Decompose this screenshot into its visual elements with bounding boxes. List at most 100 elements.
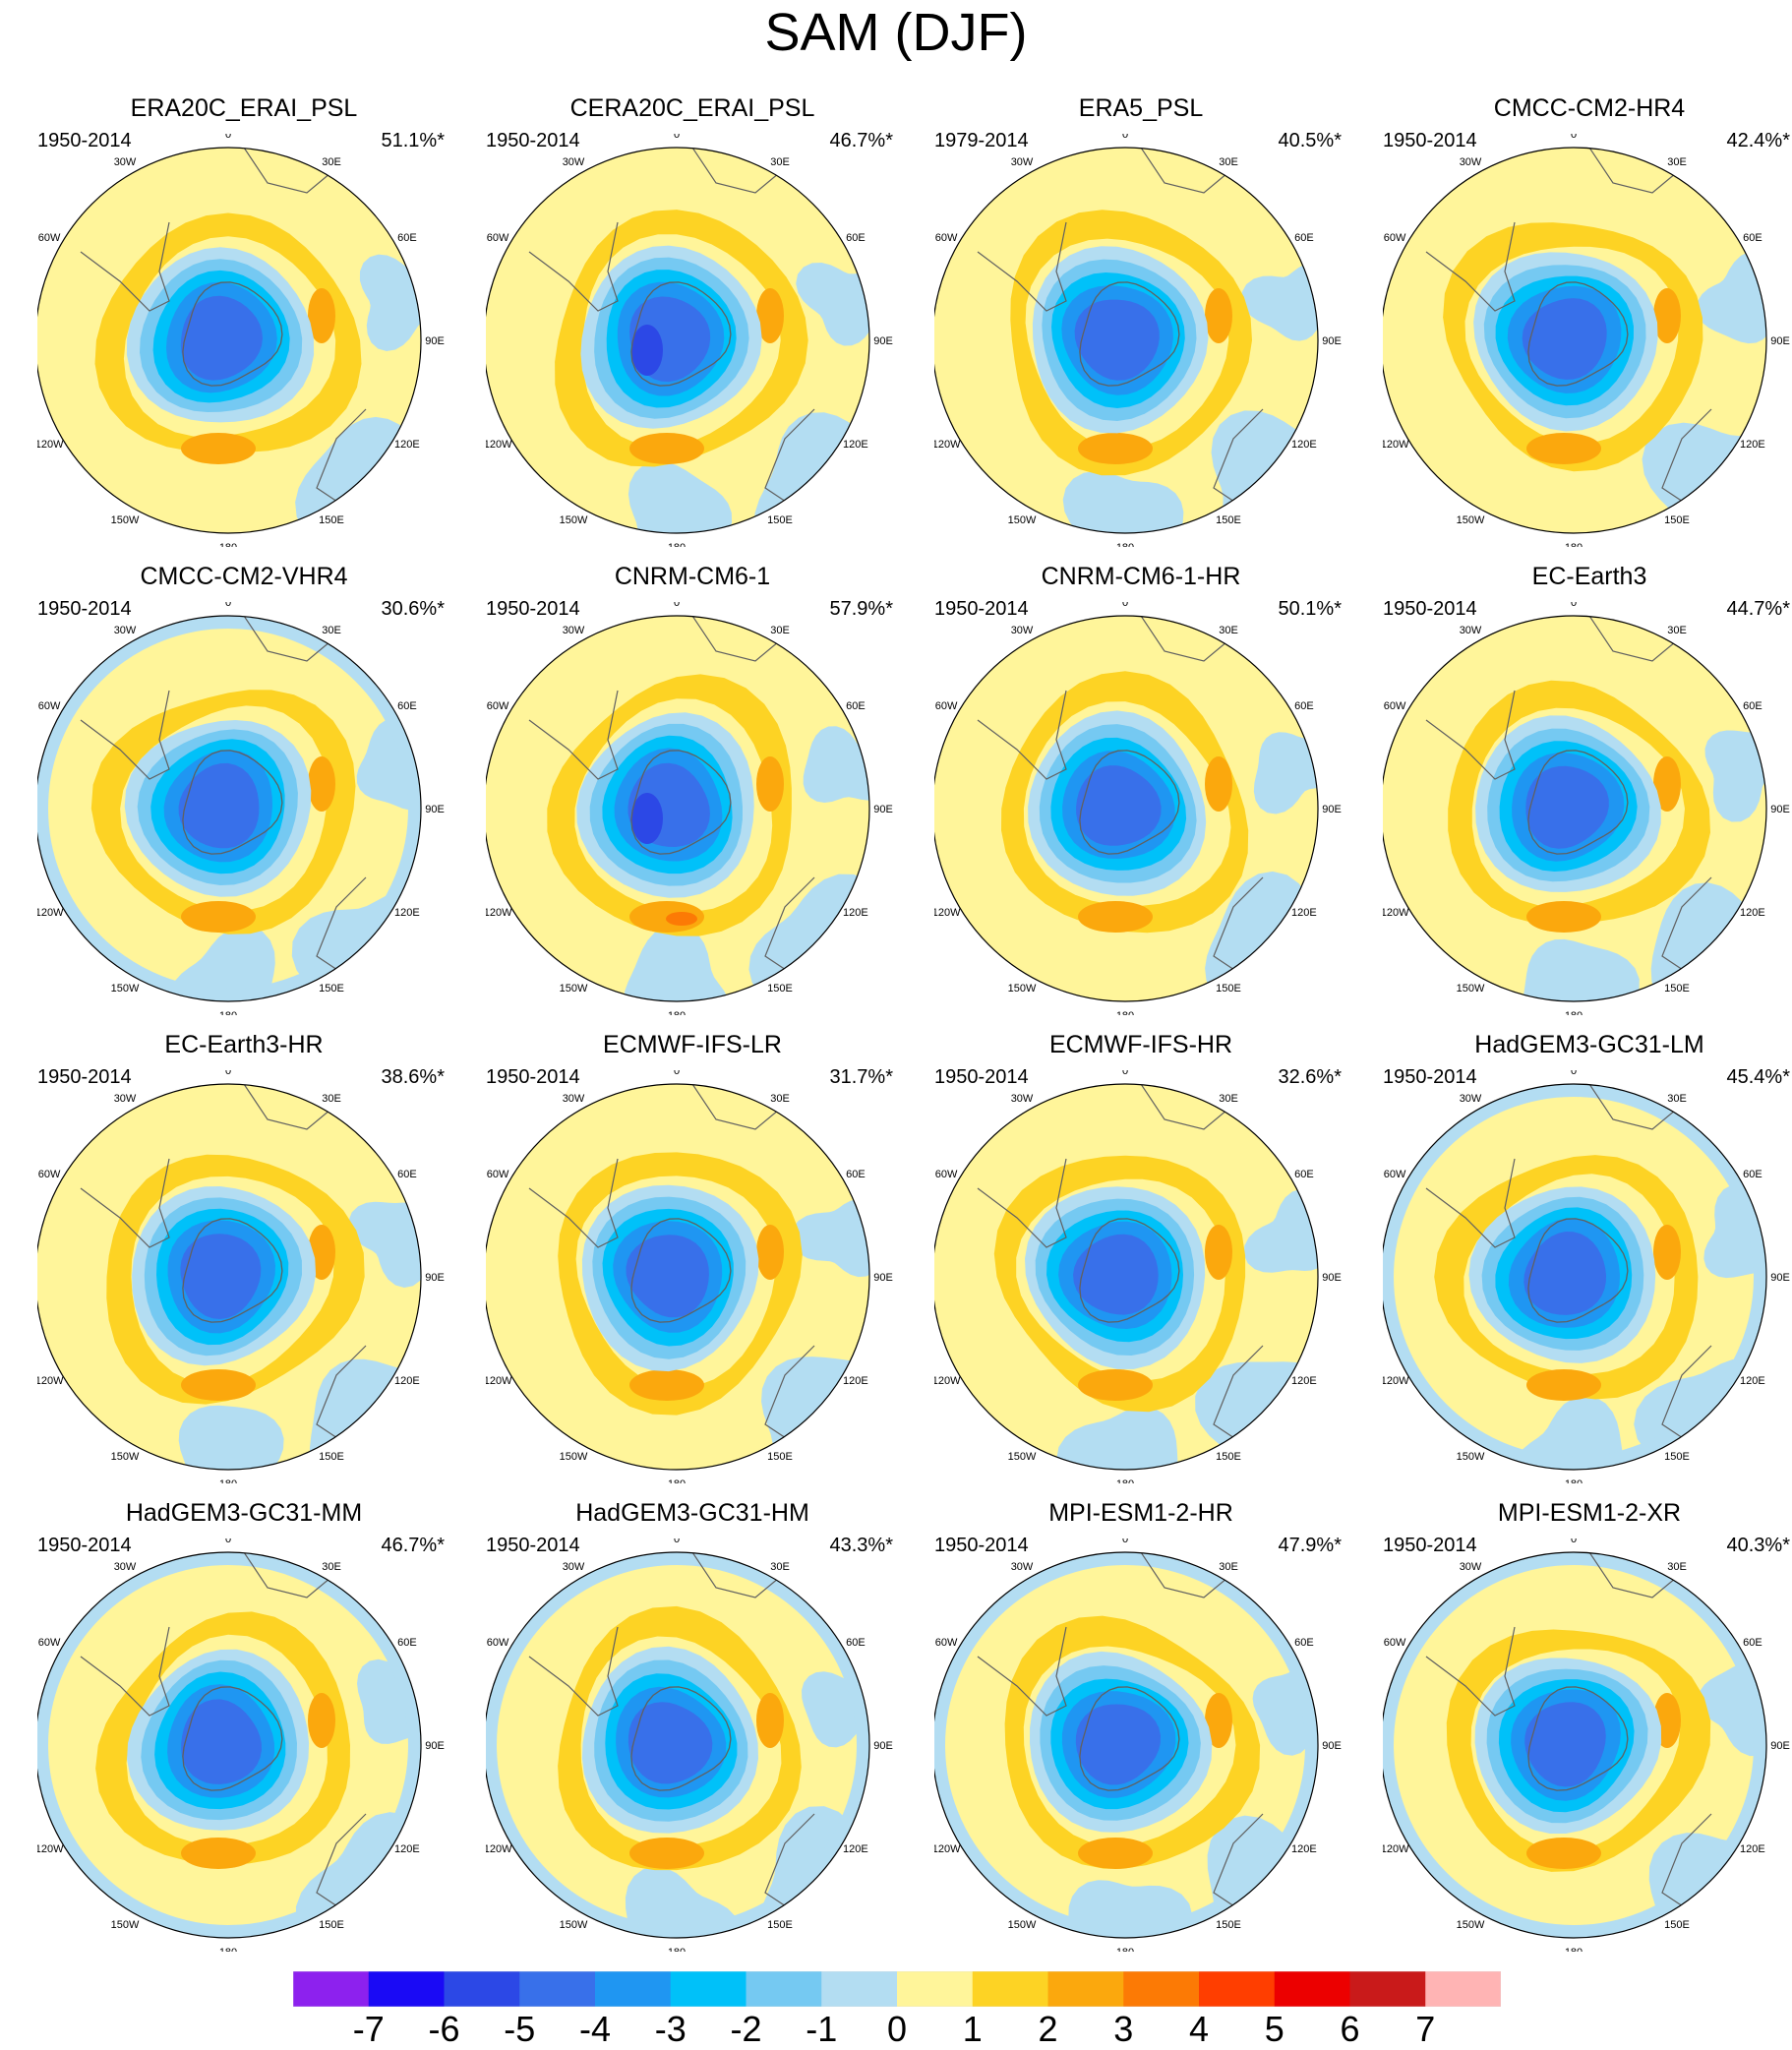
colorbar-tick-label: 3 [1113, 2009, 1133, 2050]
polar-map: 030E60E90E120E150E180150W120W90W60W30W [486, 1070, 899, 1483]
longitude-label: 180 [1116, 1947, 1134, 1952]
negative-patch [1212, 410, 1344, 547]
longitude-label: 120E [1291, 1843, 1317, 1855]
longitude-label: 60E [1743, 232, 1762, 244]
longitude-label: 0 [225, 602, 231, 609]
longitude-label: 150W [560, 514, 588, 526]
longitude-label: 150W [1457, 983, 1485, 995]
longitude-label: 0 [1122, 1538, 1128, 1545]
colorbar-swatch [445, 1971, 520, 2007]
longitude-label: 30W [563, 156, 585, 168]
positive-max [1526, 901, 1601, 933]
longitude-label: 120W [1383, 1843, 1409, 1855]
longitude-label: 30W [1460, 1093, 1482, 1105]
colorbar-swatch [747, 1971, 822, 2007]
positive-max [629, 1838, 704, 1869]
longitude-label: 30E [322, 156, 341, 168]
longitude-label: 30E [322, 1561, 341, 1573]
longitude-label: 120E [1291, 907, 1317, 919]
colorbar-tick-label: 7 [1415, 2009, 1435, 2050]
longitude-label: 120W [934, 1843, 961, 1855]
longitude-label: 60W [1384, 700, 1406, 712]
longitude-label: 120E [843, 907, 868, 919]
longitude-label: 90E [425, 335, 445, 347]
colorbar-tick-label: 0 [887, 2009, 907, 2050]
longitude-label: 150E [767, 1451, 793, 1463]
longitude-label: 0 [225, 134, 231, 141]
longitude-label: 120W [37, 1375, 64, 1387]
longitude-label: 30E [770, 1561, 790, 1573]
longitude-label: 150E [319, 514, 344, 526]
positive-max [756, 756, 784, 812]
positive-max [1078, 1369, 1153, 1401]
positive-max [629, 433, 704, 464]
colorbar-swatch [1350, 1971, 1426, 2007]
longitude-label: 30E [1667, 1093, 1687, 1105]
longitude-label: 30W [563, 1093, 585, 1105]
longitude-label: 30W [114, 625, 137, 636]
colorbar-tick-label: 5 [1265, 2009, 1284, 2050]
negative-patch [804, 726, 896, 803]
longitude-label: 30W [114, 1093, 137, 1105]
longitude-label: 150W [1457, 514, 1485, 526]
longitude-label: 150E [319, 983, 344, 995]
longitude-label: 30W [1460, 156, 1482, 168]
colorbar-tick-label: -6 [428, 2009, 459, 2050]
longitude-label: 60W [1384, 1169, 1406, 1180]
longitude-label: 180 [1565, 1947, 1583, 1952]
longitude-label: 30E [1219, 625, 1238, 636]
polar-map: 030E60E90E120E150E180150W120W90W60W30W [934, 1538, 1347, 1952]
longitude-label: 120E [394, 1375, 420, 1387]
longitude-label: 0 [1571, 134, 1577, 141]
longitude-label: 150E [1664, 983, 1690, 995]
longitude-label: 150W [111, 983, 140, 995]
colorbar-swatch [1275, 1971, 1350, 2007]
polar-map: 030E60E90E120E150E180150W120W90W60W30W [1383, 602, 1792, 1015]
panel-title: HadGEM3-GC31-LM [1383, 1031, 1792, 1059]
polar-map: 030E60E90E120E150E180150W120W90W60W30W [934, 602, 1347, 1015]
positive-max [1526, 433, 1601, 464]
longitude-label: 120W [934, 907, 961, 919]
longitude-label: 30E [770, 1093, 790, 1105]
positive-max [1078, 433, 1153, 464]
longitude-label: 180 [668, 542, 686, 547]
panel-title: HadGEM3-GC31-HM [486, 1499, 899, 1528]
longitude-label: 90E [1770, 1740, 1790, 1752]
longitude-label: 180 [1565, 542, 1583, 547]
longitude-label: 90E [1322, 1272, 1342, 1284]
longitude-label: 150W [1457, 1451, 1485, 1463]
longitude-label: 150E [767, 1919, 793, 1931]
positive-max [181, 901, 256, 933]
longitude-label: 120W [1383, 1375, 1409, 1387]
colorbar-tick-label: -5 [504, 2009, 535, 2050]
panel-title: ECMWF-IFS-HR [934, 1031, 1347, 1059]
colorbar-tick-label: 1 [963, 2009, 983, 2050]
longitude-label: 150W [560, 1919, 588, 1931]
panel-title: CNRM-CM6-1 [486, 563, 899, 591]
longitude-label: 120W [37, 1843, 64, 1855]
positive-max [629, 1369, 704, 1401]
panel-title: ERA20C_ERAI_PSL [37, 94, 450, 123]
longitude-label: 30W [1011, 156, 1034, 168]
longitude-label: 150E [1664, 514, 1690, 526]
longitude-label: 90E [873, 1740, 893, 1752]
colorbar-swatch [973, 1971, 1048, 2007]
longitude-label: 120W [37, 907, 64, 919]
longitude-label: 150W [111, 1451, 140, 1463]
longitude-label: 30W [1460, 625, 1482, 636]
panel-title: CMCC-CM2-VHR4 [37, 563, 450, 591]
longitude-label: 90E [1322, 804, 1342, 815]
positive-max [1653, 1225, 1681, 1280]
longitude-label: 60W [935, 1637, 958, 1649]
longitude-label: 120E [394, 907, 420, 919]
longitude-label: 150W [111, 514, 140, 526]
longitude-label: 60W [487, 1637, 509, 1649]
negative-patch [179, 1406, 284, 1483]
longitude-label: 120E [1291, 1375, 1317, 1387]
